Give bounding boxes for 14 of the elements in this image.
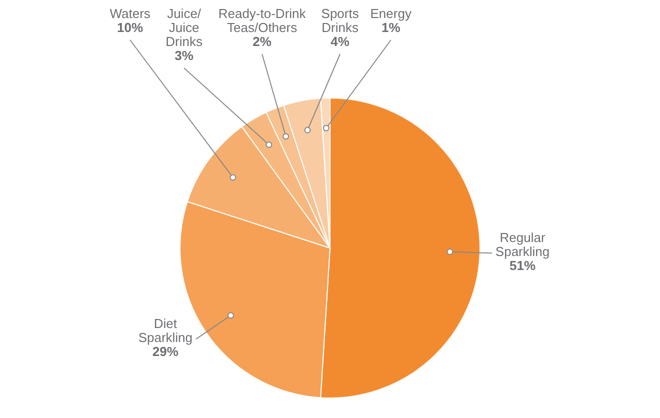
slice-label: Juice/ Juice Drinks bbox=[166, 6, 203, 49]
data-label: 29% bbox=[152, 344, 179, 360]
slice-label: Sports Drinks bbox=[321, 6, 360, 35]
slice-label: Energy bbox=[370, 6, 412, 21]
slice-label: Regular Sparkling bbox=[495, 230, 550, 260]
slice-label: Diet Sparkling bbox=[138, 316, 193, 346]
slice-label: Ready-to-Drink Teas/Others bbox=[218, 6, 306, 35]
data-label: 51% bbox=[510, 258, 536, 274]
data-label: 3% bbox=[174, 48, 194, 63]
slice-label: Waters bbox=[110, 6, 151, 21]
data-label: 1% bbox=[381, 20, 401, 35]
data-label: 2% bbox=[252, 34, 272, 49]
data-label: 4% bbox=[330, 34, 350, 49]
data-label: 10% bbox=[117, 20, 144, 35]
